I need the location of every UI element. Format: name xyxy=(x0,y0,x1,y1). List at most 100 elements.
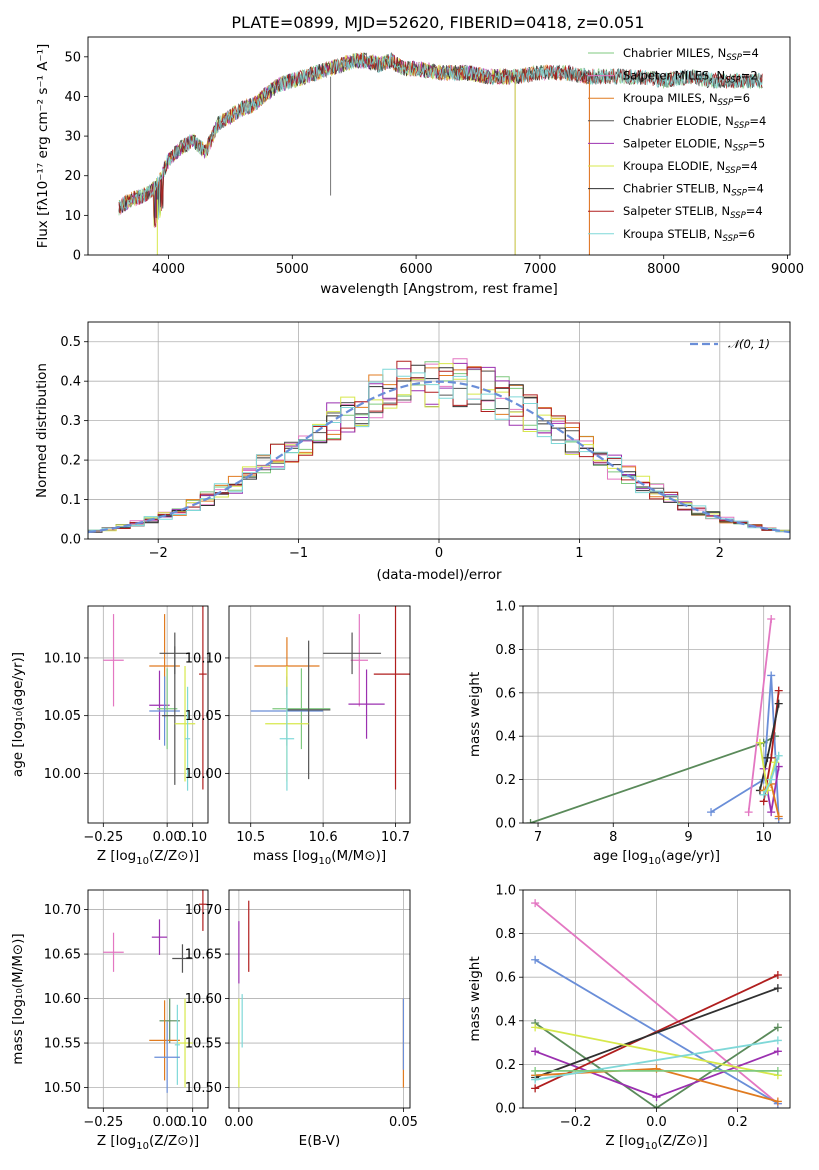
spectrum-line xyxy=(118,53,763,220)
y-tick-label: 10.65 xyxy=(44,948,81,963)
x-tick-label: 1 xyxy=(575,546,583,561)
data-point xyxy=(350,614,369,707)
data-point xyxy=(177,998,193,1088)
y-tick-label: 10.10 xyxy=(44,651,81,666)
y-tick-label: 0.6 xyxy=(495,686,516,701)
weight-marker xyxy=(531,1084,540,1093)
x-tick-label: 7 xyxy=(534,830,542,845)
y-tick-label: 0 xyxy=(73,249,81,264)
weight-line xyxy=(534,1026,779,1077)
y-tick-label: 10.70 xyxy=(44,903,81,918)
y-tick-label: 10.05 xyxy=(44,709,81,724)
y-tick-label: 10.10 xyxy=(185,651,222,666)
weight-marker xyxy=(652,1093,661,1102)
y-tick-label: 10.05 xyxy=(185,709,222,724)
y-tick-label: 10.00 xyxy=(44,767,81,782)
data-point xyxy=(103,614,124,707)
y-axis-label: mass weight xyxy=(467,672,483,757)
y-tick-label: 0.4 xyxy=(495,1014,516,1029)
weight-marker xyxy=(763,753,772,762)
x-tick-label: 0.0 xyxy=(646,1115,667,1130)
z_age-axes: −0.25 0.000.10 10.00 10.05 10.10 Z [log10(Z/Z… xyxy=(10,605,209,867)
y-tick-label: 10.55 xyxy=(44,1037,81,1052)
x-tick-label: −2 xyxy=(149,546,168,561)
y-tick-label: 10.50 xyxy=(44,1081,81,1096)
weight-marker xyxy=(531,1023,540,1032)
data-point xyxy=(154,1021,180,1093)
x-tick-label: 5000 xyxy=(276,262,309,277)
x-tick-label: 6000 xyxy=(400,262,433,277)
x-tick-label: 0.10 xyxy=(178,1115,207,1130)
x-tick-label: 10.7 xyxy=(381,830,410,845)
y-tick-label: 10.50 xyxy=(185,1081,222,1096)
x-tick-label: −0.25 xyxy=(83,830,123,845)
residuals-axes: −2 −1 0 1 2 0.0 0.1 0.2 0.3 0.4 0.5 𝒩(0, 1) (data-mo… xyxy=(34,321,791,583)
x-tick-label: 0.10 xyxy=(178,830,207,845)
data-point xyxy=(279,686,295,791)
axes-frame xyxy=(522,889,791,1109)
data-point xyxy=(174,1004,180,1085)
weight-line xyxy=(710,675,780,819)
weight-marker xyxy=(759,790,768,799)
x-tick-label: −0.2 xyxy=(560,1115,592,1130)
x-tick-label: 8 xyxy=(609,830,617,845)
weight-marker xyxy=(767,671,776,680)
axes-frame xyxy=(87,605,209,824)
x-tick-label: 0 xyxy=(435,546,443,561)
weight-marker xyxy=(652,1104,661,1108)
x-axis-label: mass [log10(M/M⊙)] xyxy=(253,848,386,867)
weight-line xyxy=(534,974,779,1090)
y-tick-label: 10.60 xyxy=(44,992,81,1007)
x-tick-label: 10.6 xyxy=(309,830,338,845)
histogram-step xyxy=(88,368,790,539)
weight-marker xyxy=(774,699,783,708)
y-tick-label: 0.2 xyxy=(495,773,516,788)
axes-frame xyxy=(87,321,791,540)
y-tick-label: 10.65 xyxy=(185,948,222,963)
y-tick-label: 30 xyxy=(64,130,81,145)
weight-marker xyxy=(773,971,782,980)
x-tick-label: 0.05 xyxy=(389,1115,418,1130)
y-tick-label: 0.2 xyxy=(495,1058,516,1073)
y-tick-label: 0.0 xyxy=(495,1102,516,1117)
weight-line xyxy=(747,618,773,813)
data-point xyxy=(272,668,331,750)
legend-label: Chabrier MILES, NSSP=4 xyxy=(623,46,759,63)
legend-label: Kroupa STELIB, NSSP=6 xyxy=(623,227,755,244)
y-axis-label: mass [log₁₀(M/M⊙)] xyxy=(10,933,26,1064)
data-point xyxy=(151,919,168,955)
data-point xyxy=(286,640,331,780)
y-tick-label: 0.4 xyxy=(60,375,81,390)
x-tick-label: −1 xyxy=(289,546,308,561)
weight-marker xyxy=(526,819,535,823)
x-tick-label: 8000 xyxy=(647,262,680,277)
data-point xyxy=(162,646,188,785)
x-axis-label: (data-model)/error xyxy=(376,567,502,583)
data-point xyxy=(103,932,124,972)
y-tick-label: 0.3 xyxy=(60,414,81,429)
y-tick-label: 10.55 xyxy=(185,1037,222,1052)
y-tick-label: 50 xyxy=(64,50,81,65)
weight-line xyxy=(534,987,779,1079)
x-tick-label: 9 xyxy=(684,830,692,845)
weight-marker xyxy=(767,615,776,624)
z_weight-plot xyxy=(531,899,782,1108)
axes-frame xyxy=(87,36,791,256)
ebv_mass-axes: 0.00 0.05 10.50 10.55 10.60 10.65 10.70 E(B-V) xyxy=(185,889,418,1149)
x-tick-label: 10 xyxy=(755,830,772,845)
x-tick-label: −0.25 xyxy=(83,1115,123,1130)
legend-label: Chabrier STELIB, NSSP=4 xyxy=(623,182,764,199)
y-tick-label: 1.0 xyxy=(495,884,516,899)
y-tick-label: 1.0 xyxy=(495,600,516,615)
x-tick-label: 2 xyxy=(716,546,724,561)
weight-marker xyxy=(773,1097,782,1106)
weight-marker xyxy=(755,738,764,747)
weight-marker xyxy=(767,775,776,784)
data-point xyxy=(159,998,180,1044)
x-axis-label: Z [log10(Z/Z⊙)] xyxy=(97,1133,199,1152)
legend-label: Chabrier ELODIE, NSSP=4 xyxy=(623,114,766,131)
age_weight-axes: 7 8 9 10 0.0 0.2 0.4 0.6 0.8 1.0 age [log10(age/yr… xyxy=(467,600,791,867)
y-axis-label: age [log₁₀(age/yr)] xyxy=(10,652,26,777)
y-tick-label: 10.00 xyxy=(185,767,222,782)
